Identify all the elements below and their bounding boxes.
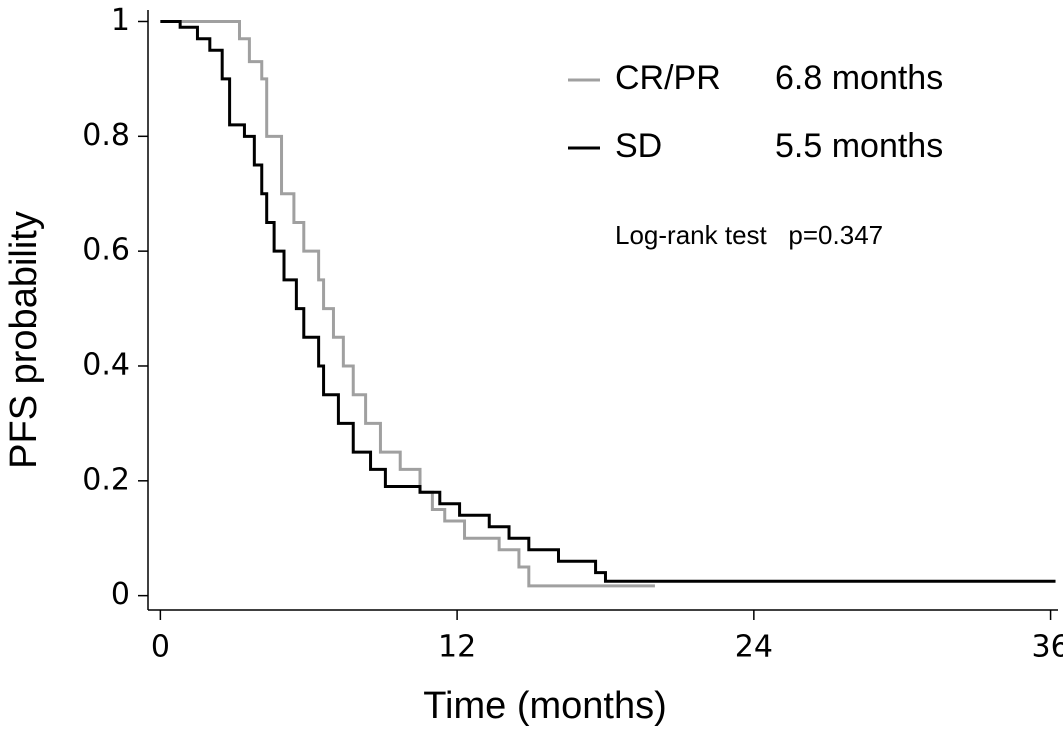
legend-label: SD bbox=[615, 127, 662, 165]
y-tick-label: 0 bbox=[111, 577, 130, 612]
x-tick-label: 24 bbox=[735, 630, 773, 665]
y-tick-label: 0.2 bbox=[82, 462, 130, 497]
y-tick-label: 0.4 bbox=[82, 347, 130, 382]
y-tick-label: 1 bbox=[111, 3, 130, 38]
legend-median: 6.8 months bbox=[775, 59, 943, 97]
legend-median: 5.5 months bbox=[775, 127, 943, 165]
x-tick-label: 36 bbox=[1031, 630, 1063, 665]
y-axis-title: PFS probability bbox=[3, 211, 45, 469]
legend-label: CR/PR bbox=[615, 59, 721, 97]
x-tick-label: 0 bbox=[151, 630, 170, 665]
x-tick-label: 12 bbox=[438, 630, 476, 665]
survival-curve bbox=[160, 19, 1056, 583]
annotation: Log-rank test p=0.347 bbox=[615, 220, 883, 250]
x-axis-title: Time (months) bbox=[423, 685, 667, 727]
survival-curve bbox=[160, 19, 655, 588]
y-tick-label: 0.6 bbox=[82, 233, 130, 268]
y-tick-label: 0.8 bbox=[82, 118, 130, 153]
